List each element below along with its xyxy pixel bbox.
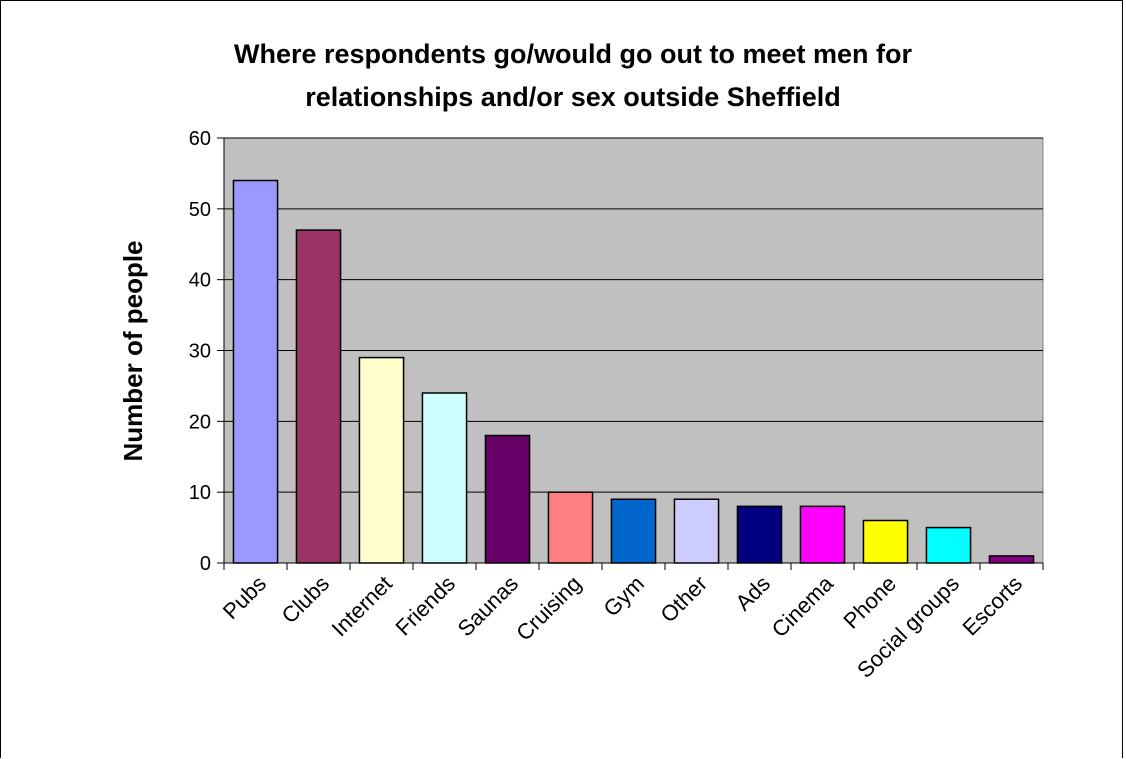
y-tick-label: 20 xyxy=(189,411,211,433)
bar-gym xyxy=(610,498,657,564)
x-category-label: Friends xyxy=(390,571,460,641)
x-category-label: Escorts xyxy=(957,571,1027,641)
x-category-label: Cinema xyxy=(767,570,839,642)
x-category-label: Pubs xyxy=(218,571,271,624)
bar-cruising xyxy=(547,491,594,564)
bar-pubs xyxy=(232,179,279,564)
chart-title-line-2: relationships and/or sex outside Sheffie… xyxy=(305,82,841,112)
y-tick-label: 40 xyxy=(189,270,211,292)
x-category-label: Clubs xyxy=(277,571,334,628)
bar-cinema xyxy=(799,505,846,564)
x-category-label: Other xyxy=(655,571,712,628)
x-category-label: Internet xyxy=(327,571,397,641)
y-tick-label: 10 xyxy=(189,482,211,504)
x-category-label: Phone xyxy=(838,571,901,634)
bar-saunas xyxy=(484,434,531,564)
x-category-label: Gym xyxy=(599,571,650,622)
y-tick-label: 50 xyxy=(189,199,211,221)
x-category-label: Saunas xyxy=(453,571,523,641)
bar-social-groups xyxy=(925,526,972,564)
y-axis-label: Number of people xyxy=(118,240,148,461)
bar-escorts xyxy=(988,555,1035,564)
chart-title-line-1: Where respondents go/would go out to mee… xyxy=(234,39,912,69)
bar-other xyxy=(673,498,720,564)
bar-clubs xyxy=(295,229,342,564)
x-category-label: Ads xyxy=(731,571,775,615)
plot-area: 0 10 20 30 40 50 60 Pubs ClubsInternetFriendsSau… xyxy=(189,128,1044,683)
x-category-label: Cruising xyxy=(511,571,586,646)
y-tick-label: 0 xyxy=(200,553,211,575)
bar-friends xyxy=(421,392,468,564)
bar-ads xyxy=(736,505,783,564)
bar-internet xyxy=(358,356,405,564)
y-tick-label: 60 xyxy=(189,128,211,150)
bar-phone xyxy=(862,519,909,564)
y-tick-label: 30 xyxy=(189,341,211,363)
